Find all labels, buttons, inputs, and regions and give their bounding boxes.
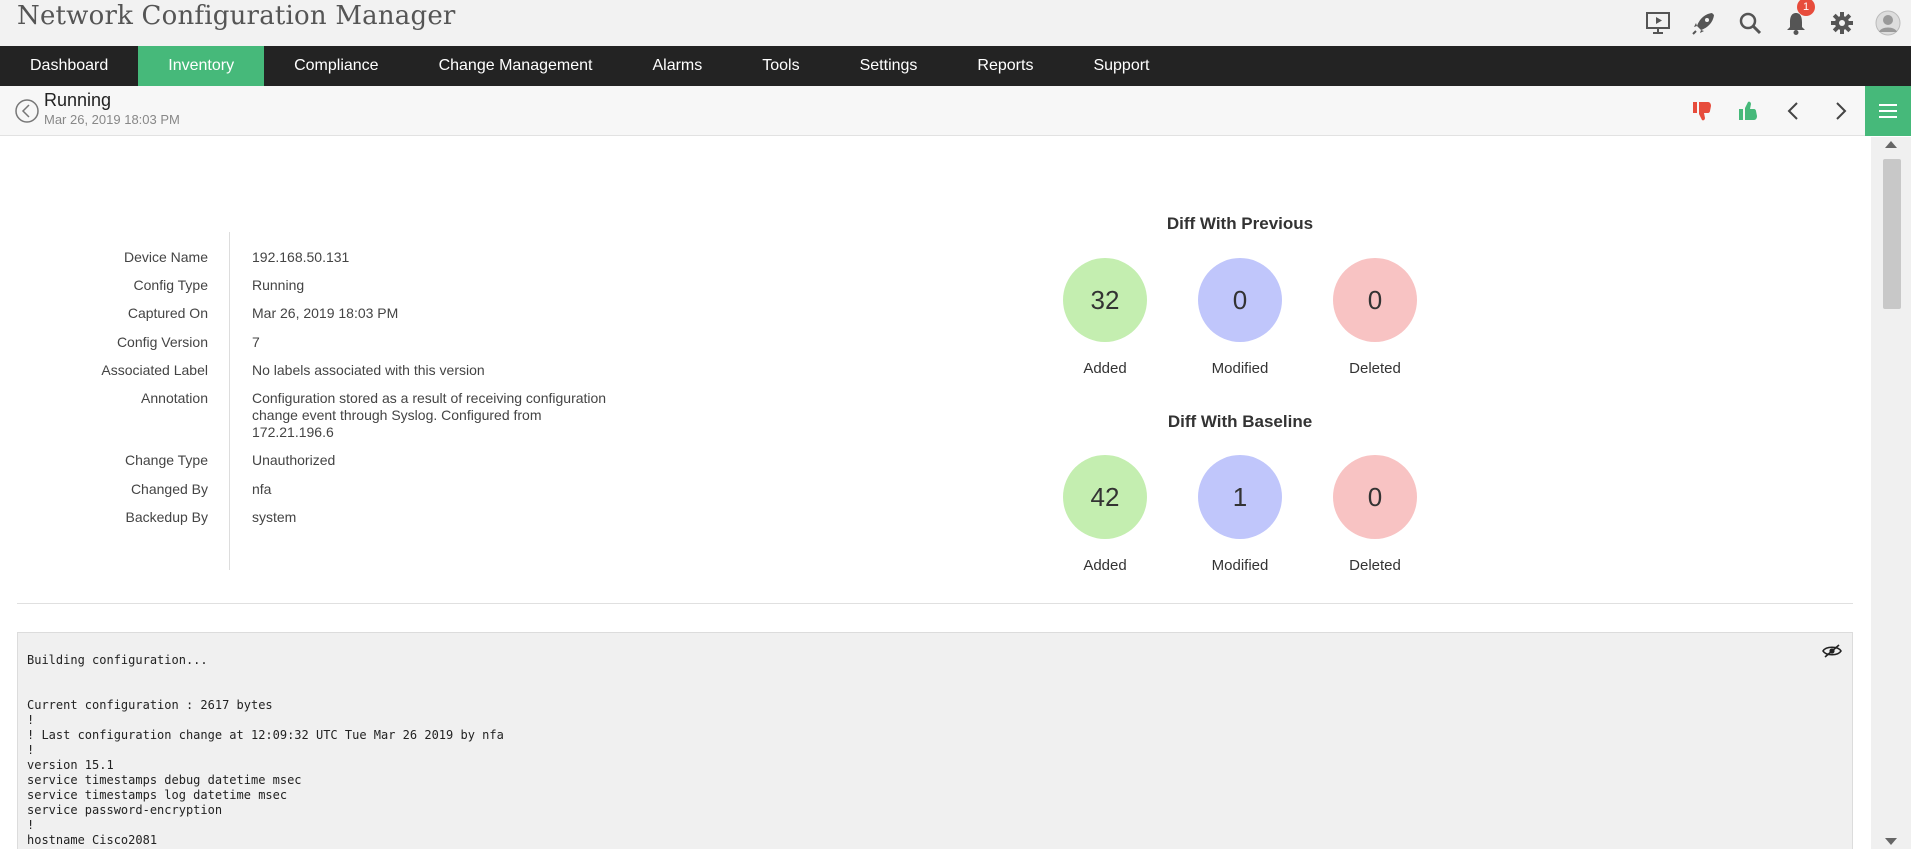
vertical-scrollbar[interactable] [1871,137,1911,849]
search-icon[interactable] [1727,0,1773,46]
nav-dashboard[interactable]: Dashboard [30,57,109,74]
header-toolbar: 1 [1635,0,1911,46]
detail-value: Running [252,277,305,293]
user-avatar-icon[interactable] [1865,0,1911,46]
notification-badge: 1 [1797,0,1815,16]
hamburger-icon [1879,104,1897,118]
previous-button[interactable] [1771,86,1817,136]
chevron-left-circle-icon [15,99,39,123]
scroll-down-arrow-icon[interactable] [1885,838,1897,845]
diff-previous-added-label: Added [1083,360,1127,377]
diff-baseline-added-circle[interactable]: 42 [1063,455,1147,539]
detail-row-associated-label: Associated Label No labels associated wi… [0,362,484,379]
diff-previous-title: Diff With Previous [1166,214,1314,233]
detail-value: system [252,509,297,525]
detail-value: 192.168.50.131 [252,249,350,265]
diff-baseline-added-label: Added [1083,557,1127,574]
detail-row-backedup-by: Backedup By system [0,509,297,526]
sub-header: Running Mar 26, 2019 18:03 PM [0,86,1911,136]
detail-label: Device Name [123,249,208,265]
diff-baseline-deleted-label: Deleted [1349,557,1401,574]
thumbs-down-button[interactable] [1679,86,1725,136]
details-divider [229,232,230,570]
diff-baseline-modified-circle[interactable]: 1 [1198,455,1282,539]
nav-settings[interactable]: Settings [859,57,918,74]
page-title: Running [44,90,112,110]
detail-row-config-type: Config Type Running [0,277,305,294]
detail-label: Captured On [127,305,208,321]
menu-button[interactable] [1865,86,1911,136]
diff-previous-modified-label: Modified [1211,360,1269,377]
presentation-icon[interactable] [1635,0,1681,46]
sub-actions [1679,86,1863,136]
nav-tools[interactable]: Tools [762,57,800,74]
nav-support[interactable]: Support [1093,57,1150,74]
section-divider [17,603,1853,604]
chevron-left-icon [1787,102,1798,120]
bell-icon[interactable]: 1 [1773,0,1819,46]
main-nav: Dashboard Inventory Compliance Change Ma… [0,46,1911,86]
detail-row-changed-by: Changed By nfa [0,481,272,498]
diff-baseline-deleted-circle[interactable]: 0 [1333,455,1417,539]
page-date: Mar 26, 2019 18:03 PM [44,112,180,127]
thumbs-up-icon [1739,101,1757,120]
gear-icon[interactable] [1819,0,1865,46]
diff-baseline-modified-label: Modified [1211,557,1269,574]
detail-row-config-version: Config Version 7 [0,334,260,351]
diff-previous-deleted-circle[interactable]: 0 [1333,258,1417,342]
hide-eye-icon[interactable] [1822,643,1842,659]
chevron-right-icon [1836,102,1847,120]
config-text: Building configuration... Current config… [27,653,504,847]
nav-reports[interactable]: Reports [977,57,1034,74]
detail-value: Configuration stored as a result of rece… [252,390,607,440]
detail-label: Backedup By [125,509,209,525]
detail-label: Changed By [130,481,208,497]
diff-previous-modified-circle[interactable]: 0 [1198,258,1282,342]
app-header: Network Configuration Manager 1 [0,0,1911,46]
detail-value: No labels associated with this version [252,362,485,378]
detail-label: Config Type [133,277,208,293]
nav-change-management[interactable]: Change Management [438,57,593,74]
detail-row-captured-on: Captured On Mar 26, 2019 18:03 PM [0,305,398,322]
detail-value: Unauthorized [252,452,336,468]
detail-label: Annotation [141,390,208,406]
diff-previous-added-circle[interactable]: 32 [1063,258,1147,342]
nav-inventory[interactable]: Inventory [138,46,265,86]
diff-previous-deleted-label: Deleted [1349,360,1401,377]
thumbs-down-icon [1693,102,1711,121]
nav-alarms[interactable]: Alarms [652,57,703,74]
diff-baseline-title: Diff With Baseline [1167,412,1313,431]
scroll-thumb[interactable] [1883,159,1901,309]
detail-label: Config Version [116,334,208,350]
app-title: Network Configuration Manager [17,1,456,31]
detail-value: Mar 26, 2019 18:03 PM [252,305,399,321]
detail-value: 7 [252,334,260,350]
detail-row-change-type: Change Type Unauthorized [0,452,335,469]
detail-row-annotation: Annotation Configuration stored as a res… [0,390,606,440]
main-content: Device Name 192.168.50.131 Config Type R… [0,137,1871,849]
scroll-up-arrow-icon[interactable] [1885,141,1897,148]
config-viewer: Building configuration... Current config… [17,632,1853,849]
detail-value: nfa [252,481,272,497]
thumbs-up-button[interactable] [1725,86,1771,136]
rocket-icon[interactable] [1681,0,1727,46]
detail-label: Change Type [124,452,208,468]
back-button[interactable] [14,98,40,124]
next-button[interactable] [1817,86,1863,136]
detail-label: Associated Label [101,362,208,378]
detail-row-device-name: Device Name 192.168.50.131 [0,249,349,266]
nav-compliance[interactable]: Compliance [294,57,379,74]
